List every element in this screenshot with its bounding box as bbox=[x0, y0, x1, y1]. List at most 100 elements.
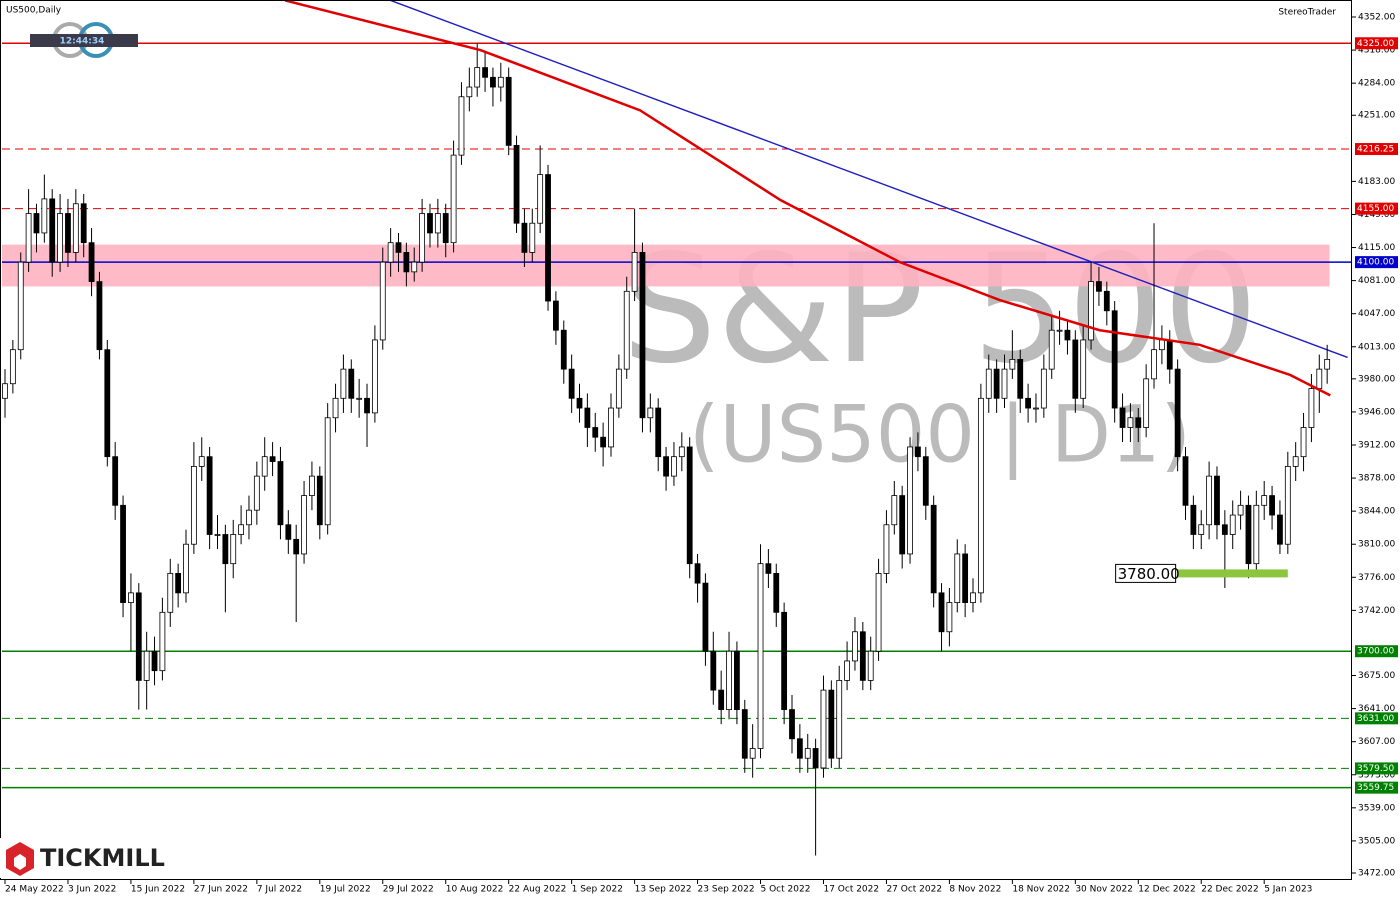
clock-widget: 12:44:34 bbox=[30, 22, 138, 58]
candle-body bbox=[190, 465, 197, 545]
candle-body bbox=[427, 213, 433, 234]
candle-body bbox=[537, 174, 544, 224]
candle-body bbox=[647, 407, 654, 419]
candle-body bbox=[450, 154, 457, 244]
x-tick-label: 5 Jan 2023 bbox=[1264, 885, 1312, 895]
candle-body bbox=[9, 349, 16, 385]
candle-body bbox=[836, 680, 843, 759]
y-tick-label: 4318.00 bbox=[1358, 46, 1395, 56]
candle-body bbox=[1237, 504, 1244, 516]
candle-body bbox=[309, 475, 315, 496]
candle-body bbox=[844, 660, 850, 681]
candle-body bbox=[175, 573, 182, 594]
candle-body bbox=[631, 251, 638, 292]
x-tick-label: 23 Sep 2022 bbox=[698, 885, 755, 895]
x-tick-label: 7 Jul 2022 bbox=[257, 885, 302, 895]
candle-body bbox=[930, 504, 937, 594]
candle-body bbox=[1269, 495, 1275, 516]
candle-body bbox=[1056, 329, 1063, 332]
candle-body bbox=[112, 456, 119, 506]
level-label-box bbox=[1355, 256, 1398, 269]
y-tick-label: 4284.00 bbox=[1358, 79, 1395, 89]
x-tick-label: 30 Nov 2022 bbox=[1075, 885, 1133, 895]
level-label: 4100.00 bbox=[1357, 258, 1394, 268]
x-tick-label: 17 Oct 2022 bbox=[823, 885, 879, 895]
candle-body bbox=[545, 174, 551, 302]
y-tick-label: 3912.00 bbox=[1358, 441, 1395, 451]
candle-body bbox=[584, 407, 591, 428]
candle-body bbox=[206, 456, 213, 535]
candle-body bbox=[977, 397, 984, 594]
candle-body bbox=[340, 368, 347, 399]
candle-body bbox=[72, 203, 79, 253]
candle-body bbox=[1080, 339, 1087, 399]
level-label: 4155.00 bbox=[1357, 204, 1394, 214]
candle-body bbox=[214, 534, 221, 536]
candle-body bbox=[1245, 504, 1252, 565]
candle-body bbox=[1206, 475, 1213, 526]
candle-body bbox=[875, 573, 882, 652]
candle-body bbox=[167, 573, 174, 613]
candle-body bbox=[371, 339, 378, 414]
candle-body bbox=[57, 213, 63, 263]
candle-body bbox=[1143, 378, 1150, 428]
candle-body bbox=[859, 631, 866, 681]
candle-body bbox=[726, 650, 732, 710]
candle-body bbox=[419, 213, 426, 263]
candle-body bbox=[411, 261, 418, 273]
candle-body bbox=[907, 446, 913, 555]
candle-body bbox=[1166, 339, 1173, 370]
candle-body bbox=[403, 251, 410, 273]
clock-text: 12:44:34 bbox=[60, 37, 105, 47]
x-tick-label: 22 Aug 2022 bbox=[509, 885, 567, 895]
level-label-box bbox=[1355, 762, 1398, 775]
y-tick-label: 3641.00 bbox=[1358, 704, 1395, 714]
y-tick-label: 3607.00 bbox=[1358, 737, 1395, 747]
candle-body bbox=[1064, 329, 1071, 341]
y-tick-label: 3946.00 bbox=[1358, 407, 1395, 417]
y-tick-label: 4251.00 bbox=[1358, 111, 1395, 121]
candle-body bbox=[238, 524, 245, 535]
candle-body bbox=[671, 456, 677, 477]
candle-body bbox=[553, 300, 559, 331]
candle-body bbox=[1040, 368, 1047, 409]
zone bbox=[2, 244, 1330, 287]
level-label-box bbox=[1355, 143, 1398, 156]
candle-body bbox=[505, 76, 512, 146]
candle-body bbox=[198, 456, 205, 467]
candle-body bbox=[348, 368, 355, 399]
candle-body bbox=[301, 495, 307, 555]
level-label-box bbox=[1355, 37, 1398, 50]
candle-body bbox=[1103, 290, 1110, 312]
candle-body bbox=[151, 650, 158, 672]
candle-body bbox=[592, 427, 599, 438]
y-tick-label: 3878.00 bbox=[1358, 474, 1395, 484]
candle-body bbox=[915, 446, 921, 458]
candle-body bbox=[466, 86, 473, 98]
candle-body bbox=[285, 524, 292, 540]
x-tick-label: 3 Jun 2022 bbox=[68, 885, 116, 895]
candle-body bbox=[1151, 349, 1157, 380]
x-tick-label: 22 Dec 2022 bbox=[1201, 885, 1259, 895]
candle-body bbox=[639, 251, 646, 419]
candle-body bbox=[96, 281, 103, 351]
candle-body bbox=[993, 368, 1000, 399]
candle-body bbox=[883, 524, 890, 574]
y-tick-label: 4013.00 bbox=[1358, 342, 1395, 352]
candle-body bbox=[962, 553, 969, 603]
x-tick-label: 27 Jun 2022 bbox=[194, 885, 248, 895]
candle-body bbox=[1292, 456, 1299, 467]
candle-body bbox=[1001, 368, 1008, 399]
candle-body bbox=[789, 709, 795, 740]
x-tick-label: 10 Aug 2022 bbox=[446, 885, 504, 895]
candle-body bbox=[80, 203, 87, 244]
x-tick-label: 15 Jun 2022 bbox=[131, 885, 185, 895]
candle-body bbox=[812, 748, 819, 769]
candle-body bbox=[1072, 339, 1079, 399]
candle-body bbox=[702, 582, 709, 652]
candle-body bbox=[568, 368, 575, 399]
candle-body bbox=[623, 290, 630, 370]
level-label: 3579.50 bbox=[1357, 764, 1394, 774]
candle-body bbox=[1229, 514, 1236, 535]
candle-body bbox=[804, 748, 811, 759]
